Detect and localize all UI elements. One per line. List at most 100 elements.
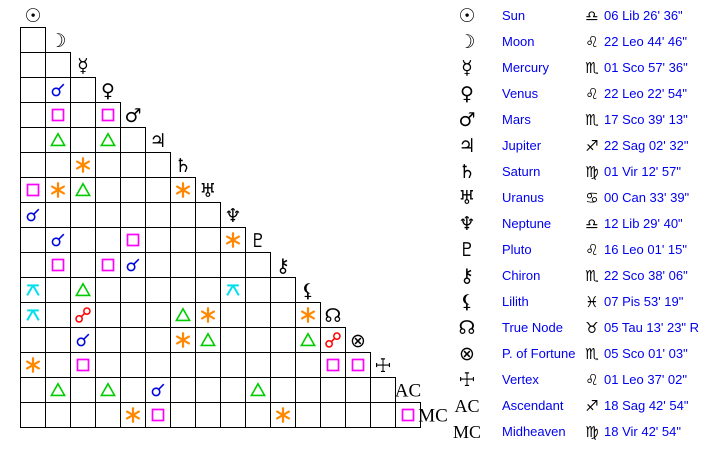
planet-name: Uranus <box>502 190 544 205</box>
planet-name: Mars <box>502 112 531 127</box>
planet-icon-Ascendant: AC <box>454 396 480 416</box>
aspect-cell <box>45 127 71 153</box>
aspect-quincunx-Lilith-Neptune <box>226 284 240 296</box>
planet-name: Pluto <box>502 242 532 257</box>
aspect-cell <box>145 277 171 303</box>
aspect-cell <box>245 377 271 403</box>
planet-row-Sun: ☉ Sun ♎ 06 Lib 26' 36" <box>0 3 705 29</box>
planet-position: 01 Sco 57' 36" <box>604 60 688 75</box>
aspect-cell <box>220 252 246 278</box>
aspect-cell <box>20 252 46 278</box>
planet-position: 16 Leo 01' 15" <box>604 242 688 257</box>
planet-row-Jupiter: ♃ Jupiter ♐ 22 Sag 02' 32" <box>0 133 705 159</box>
planet-row-True Node: ☊ True Node ♉ 05 Tau 13' 23" R <box>0 315 705 341</box>
planet-position: 18 Sag 42' 54" <box>604 398 689 413</box>
aspect-cell <box>170 352 196 378</box>
planet-icon-Moon: ☽ <box>458 31 476 53</box>
aspect-cell <box>20 202 46 228</box>
planet-row-Pluto: ♇ Pluto ♌ 16 Leo 01' 15" <box>0 237 705 263</box>
zodiac-sign-icon-Lib: ♎ <box>585 215 599 233</box>
planet-row-Saturn: ♄ Saturn ♍ 01 Vir 12' 57" <box>0 159 705 185</box>
aspect-square-Pluto-Mars <box>126 233 140 247</box>
aspect-cell <box>245 252 271 278</box>
aspect-cell <box>270 352 296 378</box>
aspect-cell <box>95 102 121 128</box>
aspect-cell <box>270 327 296 353</box>
aspect-sextile-True Node-Lilith <box>301 307 315 323</box>
diagonal-label-Ascendant: AC <box>395 381 421 402</box>
diagonal-label-Midheaven: MC <box>418 406 448 427</box>
planet-row-Neptune: ♆ Neptune ♎ 12 Lib 29' 40" <box>0 211 705 237</box>
planet-icon-Midheaven: MC <box>452 422 481 442</box>
aspect-cell <box>95 327 121 353</box>
aspect-sextile-Uranus-Moon <box>50 182 66 198</box>
zodiac-sign-icon-Lib: ♎ <box>585 7 599 25</box>
aspect-trine-Jupiter-Moon <box>50 132 66 147</box>
aspect-trine-Ascendant-Pluto <box>250 382 266 397</box>
planet-icon-Lilith: ⚸ <box>460 291 474 313</box>
planet-position: 12 Lib 29' 40" <box>604 216 683 231</box>
planet-icon-Sun: ☉ <box>458 5 476 27</box>
aspect-conjunction-Chiron-Mars <box>126 258 140 272</box>
aspect-cell <box>45 302 71 328</box>
aspect-cell <box>20 227 46 253</box>
aspect-cell <box>120 352 146 378</box>
aspect-cell <box>320 352 346 378</box>
aspect-cell <box>70 77 96 103</box>
planet-icon-Pluto: ♇ <box>458 239 476 261</box>
aspect-quincunx-True Node-Sun <box>26 309 40 321</box>
aspect-sextile-Uranus-Saturn <box>176 182 190 198</box>
planet-icon-Jupiter: ♃ <box>458 135 476 157</box>
planet-row-Vertex: ☩ Vertex ♌ 01 Leo 37' 02" <box>0 367 705 393</box>
aspect-sextile-True Node-Uranus <box>201 307 215 323</box>
aspect-conjunction-Pluto-Moon <box>51 233 65 247</box>
aspect-cell <box>345 402 371 428</box>
planet-icon-Vertex: ☩ <box>458 369 476 391</box>
planet-position: 06 Lib 26' 36" <box>604 8 683 23</box>
aspect-square-Vertex-Mercury <box>76 358 90 372</box>
diagonal-glyph-Mercury: ☿ <box>77 55 89 77</box>
diagonal-glyph-Mars: ♂ <box>124 105 141 127</box>
zodiac-sign-icon-Sco: ♏ <box>585 345 599 363</box>
aspect-cell <box>270 277 296 303</box>
aspect-cell <box>295 402 321 428</box>
aspect-cell <box>220 302 246 328</box>
aspect-square-Mars-Venus <box>101 108 115 122</box>
aspect-cell <box>220 327 246 353</box>
aspect-conjunction-Venus-Moon <box>51 83 65 97</box>
aspect-cell <box>70 327 96 353</box>
aspect-sextile-P. of Fortune-Saturn <box>176 332 190 348</box>
zodiac-sign-icon-Sag: ♐ <box>585 137 599 155</box>
aspect-trine-Jupiter-Venus <box>100 132 116 147</box>
planet-position: 05 Sco 01' 03" <box>604 346 688 361</box>
aspect-square-Mars-Moon <box>51 108 65 122</box>
planet-row-Mars: ♂ Mars ♏ 17 Sco 39' 13" <box>0 107 705 133</box>
planet-name: True Node <box>502 320 563 335</box>
planet-row-Chiron: ⚷ Chiron ♏ 22 Sco 38' 06" <box>0 263 705 289</box>
aspect-cell <box>120 152 146 178</box>
planet-position: 05 Tau 13' 23" R <box>604 320 700 335</box>
aspect-cell <box>120 377 146 403</box>
planet-name: Saturn <box>502 164 541 179</box>
planet-icon-Mercury: ☿ <box>461 57 473 79</box>
zodiac-sign-icon-Sco: ♏ <box>585 267 599 285</box>
diagonal-glyph-Uranus: ♅ <box>199 180 216 202</box>
planet-name: Venus <box>502 86 539 101</box>
planet-row-Lilith: ⚸ Lilith ♓ 07 Pis 53' 19" <box>0 289 705 315</box>
planet-row-Mercury: ☿ Mercury ♏ 01 Sco 57' 36" <box>0 55 705 81</box>
aspect-cell <box>95 152 121 178</box>
planet-name: Mercury <box>502 60 549 75</box>
aspect-sextile-Pluto-Neptune <box>226 232 240 248</box>
aspect-sextile-Midheaven-Mars <box>125 407 140 423</box>
planet-position: 22 Sag 02' 32" <box>604 138 689 153</box>
planet-row-Moon: ☽ Moon ♌ 22 Leo 44' 46" <box>0 29 705 55</box>
zodiac-sign-icon-Tau: ♉ <box>585 319 599 337</box>
aspect-trine-P. of Fortune-Lilith <box>300 332 316 347</box>
zodiac-sign-icon-Leo: ♌ <box>585 33 599 51</box>
aspect-cell <box>70 402 96 428</box>
planet-row-Midheaven: MC Midheaven ♍ 18 Vir 42' 54" <box>0 419 705 445</box>
aspect-cell <box>70 202 96 228</box>
aspect-cell <box>170 402 196 428</box>
aspect-cell <box>20 327 46 353</box>
